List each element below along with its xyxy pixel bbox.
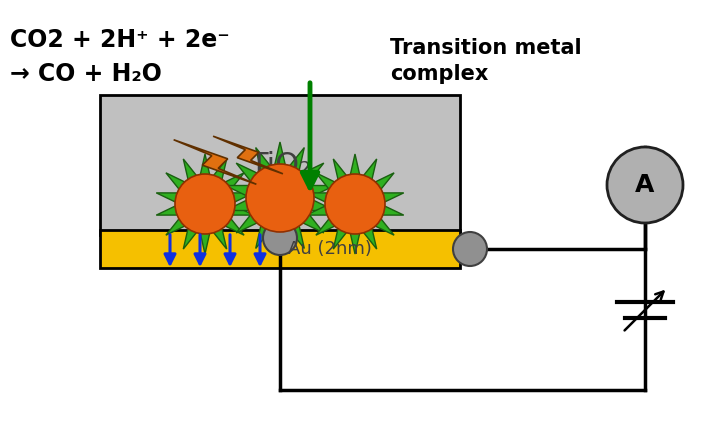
Text: Transition metal
complex: Transition metal complex <box>390 38 582 84</box>
Circle shape <box>246 164 314 232</box>
Circle shape <box>325 174 385 234</box>
Text: A: A <box>636 173 655 197</box>
Polygon shape <box>173 140 257 184</box>
Polygon shape <box>306 154 404 254</box>
Text: TiO₂: TiO₂ <box>249 150 311 180</box>
Polygon shape <box>213 136 283 174</box>
Bar <box>100 95 460 235</box>
Text: Au (2nm): Au (2nm) <box>288 240 372 258</box>
Bar <box>100 230 460 268</box>
Circle shape <box>175 174 235 234</box>
Circle shape <box>263 221 297 255</box>
Text: → CO + H₂O: → CO + H₂O <box>10 62 162 86</box>
Text: CO2 + 2H⁺ + 2e⁻: CO2 + 2H⁺ + 2e⁻ <box>10 28 230 52</box>
Circle shape <box>453 232 487 266</box>
Polygon shape <box>156 154 254 254</box>
Polygon shape <box>225 142 334 254</box>
Circle shape <box>607 147 683 223</box>
